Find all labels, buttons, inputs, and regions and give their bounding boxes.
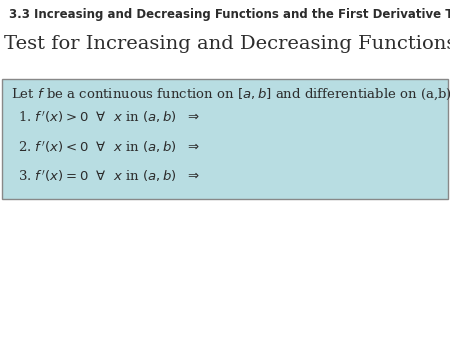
Text: Test for Increasing and Decreasing Functions: Test for Increasing and Decreasing Funct… xyxy=(4,35,450,53)
Text: 3.3 Increasing and Decreasing Functions and the First Derivative Test: 3.3 Increasing and Decreasing Functions … xyxy=(9,8,450,21)
Text: 2. $f\,'(x) < 0$  $\forall$  $x$ in $(a,b)$  $\Rightarrow$: 2. $f\,'(x) < 0$ $\forall$ $x$ in $(a,b)… xyxy=(18,139,200,155)
FancyBboxPatch shape xyxy=(2,79,448,199)
Text: 1. $f\,'(x) > 0$  $\forall$  $x$ in $(a,b)$  $\Rightarrow$: 1. $f\,'(x) > 0$ $\forall$ $x$ in $(a,b)… xyxy=(18,110,200,125)
Text: 3. $f\,'(x) = 0$  $\forall$  $x$ in $(a,b)$  $\Rightarrow$: 3. $f\,'(x) = 0$ $\forall$ $x$ in $(a,b)… xyxy=(18,169,200,185)
Text: Let $f$ be a continuous function on $[a,b]$ and differentiable on (a,b).: Let $f$ be a continuous function on $[a,… xyxy=(11,86,450,102)
